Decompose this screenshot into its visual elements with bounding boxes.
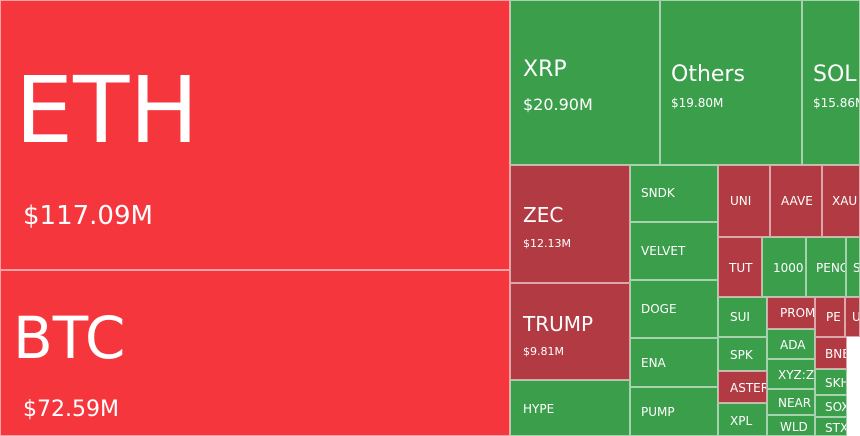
tile-symbol: S: [853, 261, 860, 275]
tile-symbol: PUMP: [641, 405, 675, 419]
tile-symbol: SNDK: [641, 186, 675, 200]
treemap-tile-uni[interactable]: UNI: [718, 165, 770, 237]
treemap-tile-hype[interactable]: HYPE: [510, 380, 630, 436]
tile-symbol: ENA: [641, 356, 666, 370]
treemap-tile-u[interactable]: U: [845, 297, 860, 337]
treemap-tile-zec[interactable]: ZEC $12.13M: [510, 165, 630, 283]
treemap-tile-velvet[interactable]: VELVET: [630, 222, 718, 280]
tile-value: $72.59M: [23, 397, 119, 422]
tile-symbol: ZEC: [523, 203, 564, 227]
treemap-tile-pe[interactable]: PE: [815, 297, 845, 337]
tile-symbol: U: [852, 310, 860, 324]
treemap-tile-aster[interactable]: ASTER: [718, 371, 767, 403]
tile-symbol: SPK: [730, 348, 753, 362]
treemap-tile-eth[interactable]: ETH $117.09M: [0, 0, 510, 270]
treemap-tile-ada[interactable]: ADA: [767, 329, 815, 359]
tile-symbol: Others: [671, 62, 745, 87]
treemap-tile-tut[interactable]: TUT: [718, 237, 762, 297]
tile-symbol: NEAR: [778, 396, 812, 410]
tile-symbol: 1000: [773, 261, 804, 275]
tile-symbol: BNB: [825, 347, 846, 361]
tile-symbol: PENG: [816, 261, 846, 275]
treemap-tile-near[interactable]: NEAR: [767, 389, 815, 415]
treemap-tile-skh[interactable]: SKH: [815, 369, 847, 395]
tile-value: $12.13M: [523, 237, 571, 250]
treemap-tile-pump[interactable]: PUMP: [630, 387, 718, 436]
tile-symbol: AAVE: [781, 194, 813, 208]
treemap-tile-xrp[interactable]: XRP $20.90M: [510, 0, 660, 165]
treemap-tile-spk[interactable]: SPK: [718, 337, 767, 371]
tile-symbol: ASTER: [730, 381, 767, 395]
tile-symbol: XAU: [832, 194, 858, 208]
treemap-tile-doge[interactable]: DOGE: [630, 280, 718, 338]
treemap-tile-trump[interactable]: TRUMP $9.81M: [510, 283, 630, 380]
treemap-tile-stx[interactable]: STX: [815, 417, 847, 436]
treemap-tile-btc[interactable]: BTC $72.59M: [0, 270, 510, 436]
treemap-tile-xpl[interactable]: XPL: [718, 403, 767, 436]
tile-symbol: XPL: [730, 414, 753, 428]
treemap-tile-ena[interactable]: ENA: [630, 338, 718, 387]
treemap-tile-others[interactable]: Others $19.80M: [660, 0, 802, 165]
treemap-tile-sox[interactable]: SOX: [815, 395, 847, 417]
tile-symbol: WLD: [780, 420, 808, 434]
tile-symbol: ETH: [15, 57, 199, 164]
tile-value: $15.86M: [813, 96, 859, 110]
treemap-tile-sol[interactable]: SOL $15.86M: [802, 0, 860, 165]
treemap-tile-1000[interactable]: 1000: [762, 237, 806, 297]
tile-symbol: SOL: [813, 62, 857, 87]
tile-symbol: XYZ:Z: [778, 368, 815, 382]
tile-symbol: HYPE: [523, 402, 555, 416]
tile-value: $117.09M: [23, 201, 153, 231]
tile-symbol: PROM: [780, 306, 815, 320]
tile-symbol: UNI: [730, 194, 752, 208]
treemap-tile-wld[interactable]: WLD: [767, 415, 815, 436]
treemap-tile-aave[interactable]: AAVE: [770, 165, 822, 237]
tile-symbol: SOX: [825, 400, 846, 414]
tile-symbol: VELVET: [641, 244, 686, 258]
tile-value: $19.80M: [671, 96, 724, 110]
tile-symbol: XRP: [523, 57, 567, 82]
tile-symbol: PE: [826, 310, 841, 324]
treemap-tile-sndk[interactable]: SNDK: [630, 165, 718, 222]
tile-symbol: TRUMP: [523, 312, 594, 336]
tile-symbol: SUI: [730, 310, 750, 324]
treemap-tile-peng[interactable]: PENG: [806, 237, 846, 297]
tile-symbol: DOGE: [641, 302, 677, 316]
tile-value: $20.90M: [523, 95, 593, 114]
tile-symbol: TUT: [729, 261, 753, 275]
treemap-tile-s[interactable]: S: [846, 237, 860, 297]
tile-symbol: SKH: [825, 376, 846, 390]
treemap-tile-xau[interactable]: XAU: [822, 165, 860, 237]
tile-symbol: BTC: [13, 304, 126, 372]
tile-symbol: STX: [825, 421, 847, 435]
treemap-tile-prom[interactable]: PROM: [767, 297, 815, 329]
treemap-tile-xyz-z[interactable]: XYZ:Z: [767, 359, 815, 389]
tile-symbol: ADA: [780, 338, 806, 352]
treemap-tile-bnb[interactable]: BNB: [815, 337, 847, 369]
tile-value: $9.81M: [523, 345, 564, 358]
treemap-tile-sui[interactable]: SUI: [718, 297, 767, 337]
